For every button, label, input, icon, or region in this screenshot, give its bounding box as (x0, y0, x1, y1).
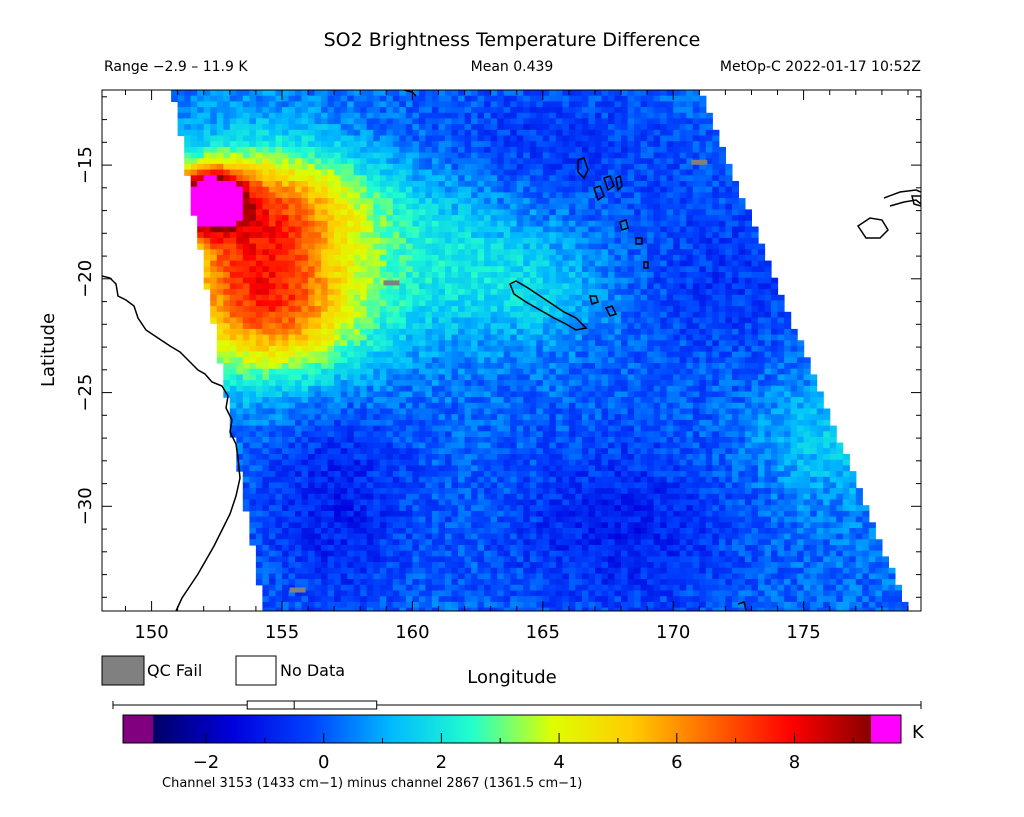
colorbar-unit: K (912, 722, 925, 743)
colorbar-gradient (153, 715, 871, 743)
y-tick-label: −15 (75, 146, 96, 184)
legend-no-data: No Data (236, 656, 345, 685)
y-tick-label: −20 (75, 260, 96, 298)
x-tick-label: 155 (265, 622, 299, 643)
x-tick-label: 160 (395, 622, 429, 643)
chart-title: SO2 Brightness Temperature Difference (324, 29, 701, 51)
qc-fail-pixel (384, 280, 400, 285)
x-tick-label: 175 (786, 622, 820, 643)
no-data-swatch (236, 656, 276, 685)
colorbar-overflow (871, 715, 901, 743)
map-plot-area (102, 90, 921, 614)
x-axis-tick-labels: 150 155 160 165 170 175 (134, 622, 820, 643)
x-axis-label: Longitude (467, 667, 557, 688)
colorbar-tick-label: 8 (789, 752, 800, 773)
x-tick-label: 165 (526, 622, 560, 643)
colorbar-underflow (123, 715, 153, 743)
no-data-label: No Data (280, 661, 345, 680)
x-tick-label: 170 (656, 622, 690, 643)
y-tick-label: −30 (75, 487, 96, 525)
colorbar-tick-labels: −2 0 2 4 6 8 (193, 752, 801, 773)
range-label: Range −2.9 – 11.9 K (104, 59, 248, 75)
legend-qc-fail: QC Fail (102, 656, 202, 685)
distribution-box-whisker (113, 701, 921, 709)
colorbar-tick-label: 4 (553, 752, 564, 773)
colorbar-tick-label: 2 (436, 752, 447, 773)
qc-fail-swatch (102, 656, 144, 685)
y-axis-tick-labels: −15 −20 −25 −30 (75, 146, 96, 525)
colorbar-tick-label: 0 (318, 752, 329, 773)
y-axis-label: Latitude (38, 313, 59, 387)
x-tick-label: 150 (134, 622, 168, 643)
y-tick-label: −25 (75, 374, 96, 412)
qc-fail-pixel (290, 588, 306, 593)
colorbar: −2 0 2 4 6 8 K (123, 715, 925, 773)
colorbar-tick-label: 6 (671, 752, 682, 773)
satellite-time-label: MetOp-C 2022-01-17 10:52Z (720, 59, 921, 75)
iqr-box (247, 701, 377, 709)
colorbar-tick-label: −2 (193, 752, 220, 773)
qc-fail-pixel (691, 160, 707, 165)
mean-label: Mean 0.439 (471, 59, 554, 75)
channel-footnote: Channel 3153 (1433 cm−1) minus channel 2… (162, 776, 582, 791)
qc-fail-label: QC Fail (147, 661, 202, 680)
